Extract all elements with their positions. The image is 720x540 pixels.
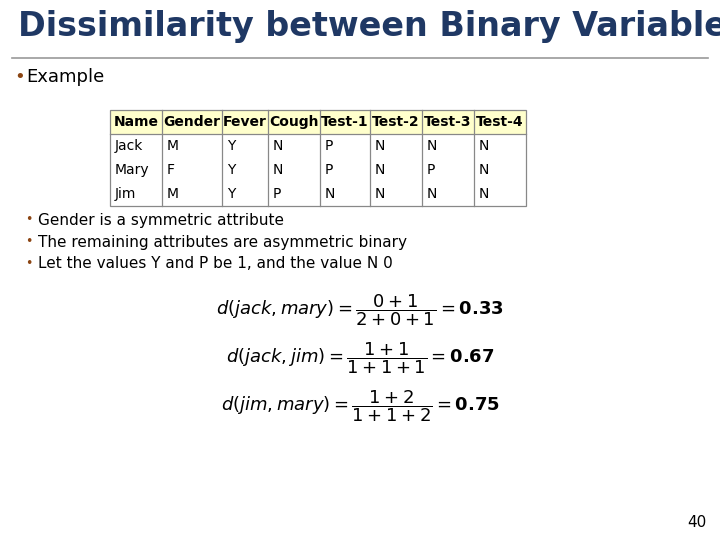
Text: N: N <box>375 187 385 201</box>
Text: M: M <box>167 187 179 201</box>
Text: Jim: Jim <box>115 187 136 201</box>
Text: F: F <box>167 163 175 177</box>
Text: •: • <box>25 235 32 248</box>
Text: N: N <box>479 187 490 201</box>
Text: •: • <box>25 213 32 226</box>
FancyBboxPatch shape <box>110 134 526 206</box>
Text: N: N <box>273 163 284 177</box>
Text: $\mathit{d}(jack,mary)=\dfrac{0+1}{2+0+1}=\mathbf{0.33}$: $\mathit{d}(jack,mary)=\dfrac{0+1}{2+0+1… <box>216 292 504 328</box>
Text: N: N <box>479 163 490 177</box>
Text: Y: Y <box>227 139 235 153</box>
Text: Y: Y <box>227 187 235 201</box>
Text: Gender is a symmetric attribute: Gender is a symmetric attribute <box>38 213 284 227</box>
Text: Example: Example <box>26 68 104 86</box>
Text: Cough: Cough <box>269 115 319 129</box>
Text: P: P <box>325 163 333 177</box>
Text: $\mathit{d}(jim,mary)=\dfrac{1+2}{1+1+2}=\mathbf{0.75}$: $\mathit{d}(jim,mary)=\dfrac{1+2}{1+1+2}… <box>220 388 500 424</box>
Text: N: N <box>273 139 284 153</box>
Text: N: N <box>427 187 437 201</box>
Text: Test-1: Test-1 <box>321 115 369 129</box>
Text: Fever: Fever <box>223 115 267 129</box>
Text: P: P <box>273 187 282 201</box>
Text: N: N <box>325 187 336 201</box>
Text: The remaining attributes are asymmetric binary: The remaining attributes are asymmetric … <box>38 234 407 249</box>
Text: P: P <box>325 139 333 153</box>
Text: N: N <box>479 139 490 153</box>
Text: $\mathit{d}(jack, jim)=\dfrac{1+1}{1+1+1}=\mathbf{0.67}$: $\mathit{d}(jack, jim)=\dfrac{1+1}{1+1+1… <box>225 340 495 376</box>
Text: Name: Name <box>114 115 158 129</box>
Text: •: • <box>25 258 32 271</box>
Text: N: N <box>427 139 437 153</box>
Text: M: M <box>167 139 179 153</box>
Text: Y: Y <box>227 163 235 177</box>
FancyBboxPatch shape <box>110 110 526 134</box>
Text: P: P <box>427 163 436 177</box>
Text: N: N <box>375 139 385 153</box>
Text: Test-4: Test-4 <box>476 115 524 129</box>
Text: Test-3: Test-3 <box>424 115 472 129</box>
Text: N: N <box>375 163 385 177</box>
Text: Jack: Jack <box>115 139 143 153</box>
Text: Let the values Y and P be 1, and the value N 0: Let the values Y and P be 1, and the val… <box>38 256 392 272</box>
Text: Gender: Gender <box>163 115 220 129</box>
Text: Mary: Mary <box>115 163 150 177</box>
Text: Test-2: Test-2 <box>372 115 420 129</box>
Text: Dissimilarity between Binary Variables: Dissimilarity between Binary Variables <box>18 10 720 43</box>
Text: •: • <box>14 68 24 86</box>
Text: 40: 40 <box>687 515 706 530</box>
